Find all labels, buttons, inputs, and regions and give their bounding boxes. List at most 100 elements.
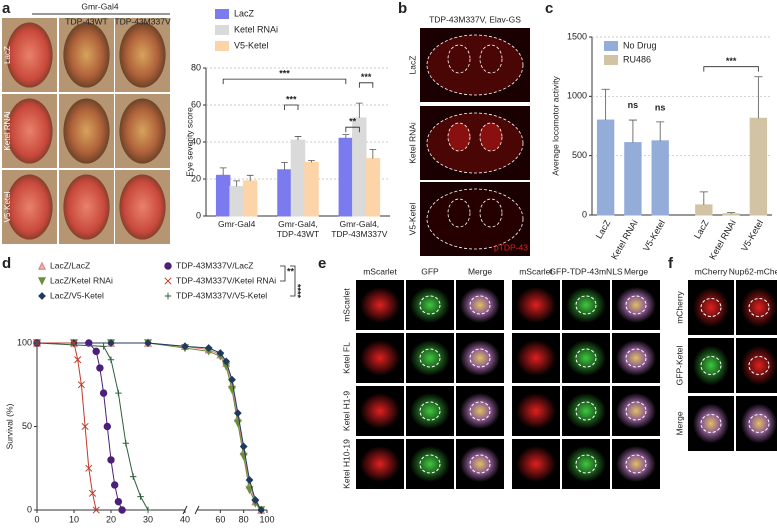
x-axis-title: Days [142,528,161,530]
legend-swatch [215,9,229,19]
panel-title: TDP-43M337V, Elav-GS [429,14,521,24]
panel-letter: a [2,0,11,17]
row-label: V5-Ketel [3,191,12,222]
legend-marker [164,277,172,285]
error-bar [699,191,708,205]
legend-label: LacZ/V5-Ketel [50,290,104,300]
x-tick-label: LacZ [692,218,711,241]
cell [693,345,729,386]
panel-letter: d [2,255,11,272]
cell [693,287,729,328]
data-point [245,476,254,484]
cell [460,393,500,429]
cell [516,446,556,482]
y-tick-label: 0 [196,210,201,220]
survival-line [37,342,262,511]
cell [516,287,556,323]
data-point [103,422,112,431]
column-label: mScarlet [363,266,397,276]
x-tick-label: V5-Ketel [641,218,667,253]
brain-outline [426,188,524,250]
data-point [122,440,129,447]
nucleus-outline [469,401,491,421]
x-tick-label: 10 [69,514,79,524]
significance-label: ** [287,266,295,276]
nucleus-outline [700,298,722,317]
region-outline [479,122,503,152]
legend-marker [164,262,172,270]
panel-letter: b [398,0,407,17]
brain-outline [426,112,524,174]
x-tick-label: Gmr-Gal4, TDP-43WT [276,219,320,239]
significance-bracket [222,78,347,85]
data-point [233,409,242,418]
data-point [107,356,115,363]
column-label: TDP-43M337V [114,16,171,26]
y-tick-label: 1000 [567,91,587,101]
legend-label: TDP-43M337V/Ketel RNAi [176,275,276,285]
cell [516,393,556,429]
significance-label: *** [726,56,737,66]
cell [360,340,400,376]
error-bar [369,149,377,159]
error-bar [233,180,241,187]
row-label: mScarlet [341,288,351,322]
y-tick-label: 50 [22,421,32,431]
legend-label: RU486 [623,54,651,64]
data-point [74,356,82,364]
data-point [107,456,115,464]
legend-label: Ketel RNAi [234,24,278,34]
bar [215,174,231,217]
legend-swatch [215,41,229,51]
legend-marker [37,277,47,286]
bar [624,142,642,216]
legend-marker [37,261,47,270]
survival-line [37,342,97,511]
y-axis-title: Average locomotor activity [550,75,560,175]
y-tick-label: 20 [191,173,201,183]
significance-bracket [345,126,360,133]
error-bar [246,174,254,181]
cell [360,287,400,323]
data-point [85,464,93,472]
row-label: LacZ [3,46,12,64]
legend-swatch [604,41,618,51]
nucleus-outline [575,401,597,421]
data-point [144,339,152,347]
column-label: Merge [624,266,648,276]
bar [338,137,354,217]
data-point [118,506,126,514]
bar [722,213,740,216]
cell [460,446,500,482]
data-point [137,493,144,500]
cell [741,345,777,386]
x-tick-label: LacZ [594,218,613,241]
data-point [114,497,123,506]
x-tick-label: 80 [239,514,249,524]
column-label: Merge [468,266,492,276]
significance-label: *** [361,72,372,82]
row-label: V5-Ketel [407,203,417,236]
error-bar [219,167,227,176]
legend-marker [38,292,46,300]
eye-photo [119,98,166,164]
y-tick-label: 0 [582,209,587,219]
data-point [239,442,248,451]
cell [693,403,729,444]
y-tick-label: 0 [27,504,32,514]
column-label: mScarlet [519,266,553,276]
survival-line [37,342,262,511]
data-point [245,486,254,495]
significance-label: *** [286,94,297,104]
bar [596,119,615,216]
error-bar [628,119,637,143]
x-tick-label: 100 [259,514,274,524]
legend-label: No Drug [623,40,657,50]
y-tick-label: 60 [191,99,201,109]
significance-label: *** [279,68,290,78]
cell [410,287,450,323]
legend-swatch [604,55,618,65]
error-bar [601,88,610,121]
nucleus-outline [575,454,597,474]
